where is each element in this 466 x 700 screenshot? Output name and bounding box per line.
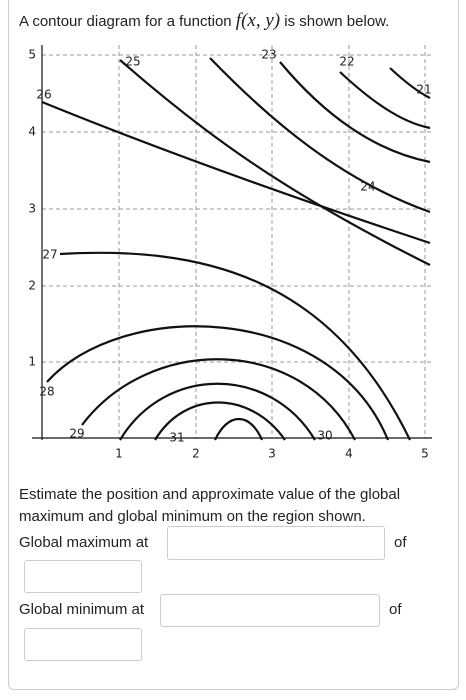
y-tick-label: 5 (28, 48, 36, 62)
contour-label: 22 (339, 55, 354, 69)
min-label: Global minimum at (19, 601, 145, 618)
contour-label: 29 (69, 427, 84, 441)
contour-curve (59, 251, 411, 441)
max-position-input[interactable] (167, 526, 385, 560)
contour-label: 23 (261, 48, 276, 62)
contour-curve (339, 71, 431, 130)
y-tick-label: 4 (28, 125, 36, 139)
min-position-input[interactable] (160, 594, 380, 627)
x-tick-labels: 1 2 3 4 5 (115, 447, 429, 461)
prompt: A contour diagram for a function f(x, y)… (19, 10, 389, 32)
y-tick-label: 3 (28, 202, 36, 216)
contour-curve (154, 401, 286, 441)
max-value-input[interactable] (24, 560, 142, 593)
max-label: Global maximum at (19, 534, 149, 551)
contour-labels: 25 23 22 21 26 24 27 28 29 31 30 (36, 48, 431, 445)
x-tick-label: 2 (192, 447, 200, 461)
contour-curve (209, 57, 431, 214)
contour-curve (389, 67, 431, 99)
instructions: Estimate the position and approximate va… (19, 486, 401, 525)
y-tick-label: 2 (28, 279, 36, 293)
x-tick-label: 5 (421, 447, 429, 461)
contour-label: 27 (42, 248, 57, 262)
contour-curve (119, 59, 431, 266)
contour-label: 25 (125, 55, 140, 69)
contour-label: 28 (39, 385, 54, 399)
contour-curve (41, 100, 431, 245)
contour-label: 21 (416, 83, 431, 97)
contours (41, 57, 431, 441)
x-tick-label: 4 (345, 447, 353, 461)
min-value-input[interactable] (24, 628, 142, 661)
contour-curve (46, 325, 390, 441)
x-tick-label: 3 (268, 447, 276, 461)
min-of: of (389, 601, 402, 618)
contour-label: 24 (360, 180, 375, 194)
max-of: of (394, 534, 407, 551)
prompt-text: A contour diagram for a function (19, 13, 232, 30)
y-tick-labels: 1 2 3 4 5 (28, 48, 36, 369)
question-card (8, 0, 459, 690)
x-tick-label: 1 (115, 447, 123, 461)
contour-plot: 1 2 3 4 5 1 2 3 4 5 25 23 22 21 26 24 27… (28, 45, 432, 461)
function-name: f(x, y) (235, 10, 281, 31)
grid (42, 45, 432, 438)
contour-label: 31 (169, 431, 184, 445)
contour-label: 26 (36, 88, 51, 102)
y-tick-label: 1 (28, 355, 36, 369)
contour-label: 30 (317, 429, 332, 443)
contour-curve (81, 358, 356, 441)
prompt-text: is shown below. (284, 13, 390, 30)
contour-curve (279, 61, 431, 164)
contour-curve (214, 417, 264, 441)
contour-curve (119, 382, 316, 441)
